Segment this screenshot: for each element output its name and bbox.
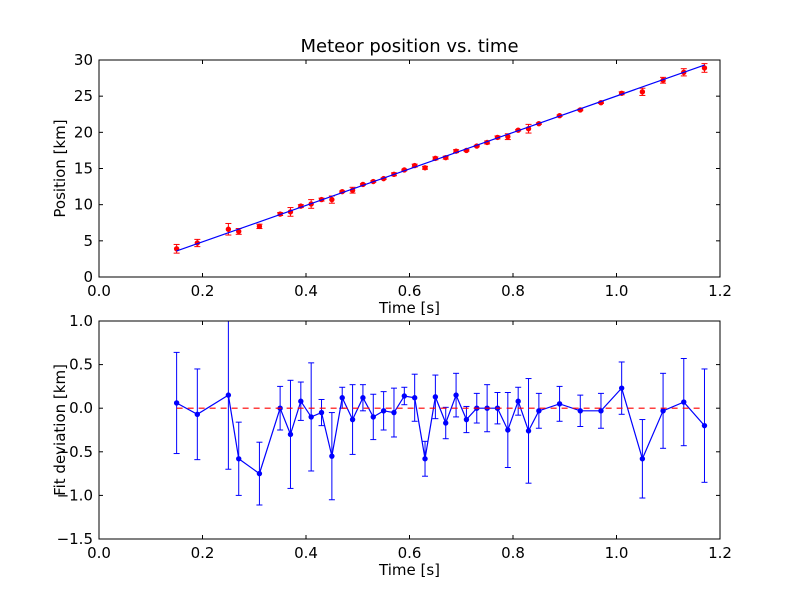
x-tick-label: 0.4 — [294, 282, 318, 300]
data-point — [618, 385, 625, 391]
y-axis-label: Position [km] — [51, 119, 69, 217]
data-point — [422, 165, 428, 171]
x-tick-label: 0.8 — [501, 544, 525, 562]
data-point — [525, 428, 532, 434]
series-1 — [176, 64, 705, 252]
y-tick-label: 0 — [83, 268, 93, 286]
plot-area — [99, 321, 720, 539]
data-point — [298, 398, 304, 404]
y-tick-label: −0.5 — [57, 443, 93, 461]
y-tick-label: −1.5 — [57, 530, 93, 548]
data-point — [505, 427, 511, 433]
x-tick-label: 0.4 — [294, 544, 318, 562]
data-point — [422, 456, 428, 462]
data-point — [391, 409, 397, 416]
data-point — [639, 89, 646, 95]
x-tick-label: 1.0 — [605, 282, 629, 300]
y-tick-label: 0.5 — [69, 356, 93, 374]
data-point — [256, 470, 263, 477]
chart-title: Meteor position vs. time — [300, 36, 518, 57]
data-point — [360, 395, 366, 401]
x-tick-label: 0.8 — [501, 282, 525, 300]
fit-line — [176, 64, 705, 252]
x-tick-label: 0.0 — [87, 282, 111, 300]
x-tick-label: 1.2 — [708, 282, 732, 300]
data-point — [701, 65, 708, 71]
x-axis-label: Time [s] — [378, 561, 440, 579]
data-point — [536, 408, 542, 414]
data-point — [370, 414, 376, 420]
data-point — [329, 453, 335, 459]
x-tick-label: 1.2 — [708, 544, 732, 562]
x-tick-label: 0.6 — [398, 282, 422, 300]
data-point — [173, 246, 180, 252]
data-point — [380, 408, 387, 414]
data-point — [453, 392, 459, 398]
data-point — [287, 431, 294, 438]
x-tick-label: 0.6 — [398, 544, 422, 562]
y-tick-label: 10 — [74, 196, 93, 214]
y-tick-label: 5 — [83, 232, 93, 250]
data-point — [432, 394, 439, 400]
data-point — [225, 226, 232, 232]
data-point — [173, 400, 180, 406]
data-point — [701, 422, 708, 429]
data-point — [329, 196, 335, 203]
data-point — [236, 456, 242, 462]
data-point — [256, 223, 263, 230]
data-point — [308, 414, 314, 420]
data-point — [556, 401, 563, 407]
position-chart: 0.0 0.2 0.4 0.6 0.8 1.0 1.2 0 5 10 15 20 25 30 Time [s… — [51, 36, 732, 317]
y-tick-label: −1.0 — [57, 486, 93, 504]
y-tick-label: 30 — [74, 51, 93, 69]
data-point — [411, 395, 418, 401]
data-point — [463, 416, 470, 423]
data-point — [681, 399, 687, 405]
x-tick-label: 0.0 — [87, 544, 111, 562]
x-tick-label: 0.2 — [191, 544, 215, 562]
data-point — [225, 392, 232, 398]
data-point — [349, 416, 356, 423]
data-point — [339, 395, 345, 401]
y-tick-label: 20 — [74, 123, 93, 141]
data-point — [443, 420, 449, 426]
x-tick-label: 0.2 — [191, 282, 215, 300]
x-axis-label: Time [s] — [378, 299, 440, 317]
data-point — [660, 408, 666, 414]
y-tick-label: 1.0 — [69, 312, 93, 330]
data-point — [515, 398, 521, 404]
x-tick-label: 1.0 — [605, 544, 629, 562]
data-point — [401, 393, 408, 399]
y-tick-label: 0.0 — [69, 399, 93, 417]
data-point — [194, 411, 201, 418]
deviation-chart: 0.0 0.2 0.4 0.6 0.8 1.0 1.2 −1.5 −1.0 −0.5 0.0 0.5 1… — [51, 312, 732, 579]
data-point — [598, 408, 604, 414]
y-tick-label: 15 — [74, 160, 93, 178]
y-axis-label: Fit deviation [km] — [51, 364, 69, 496]
data-point — [318, 409, 325, 416]
y-tick-label: 25 — [74, 87, 93, 105]
data-point — [639, 456, 646, 462]
data-point — [577, 408, 583, 414]
